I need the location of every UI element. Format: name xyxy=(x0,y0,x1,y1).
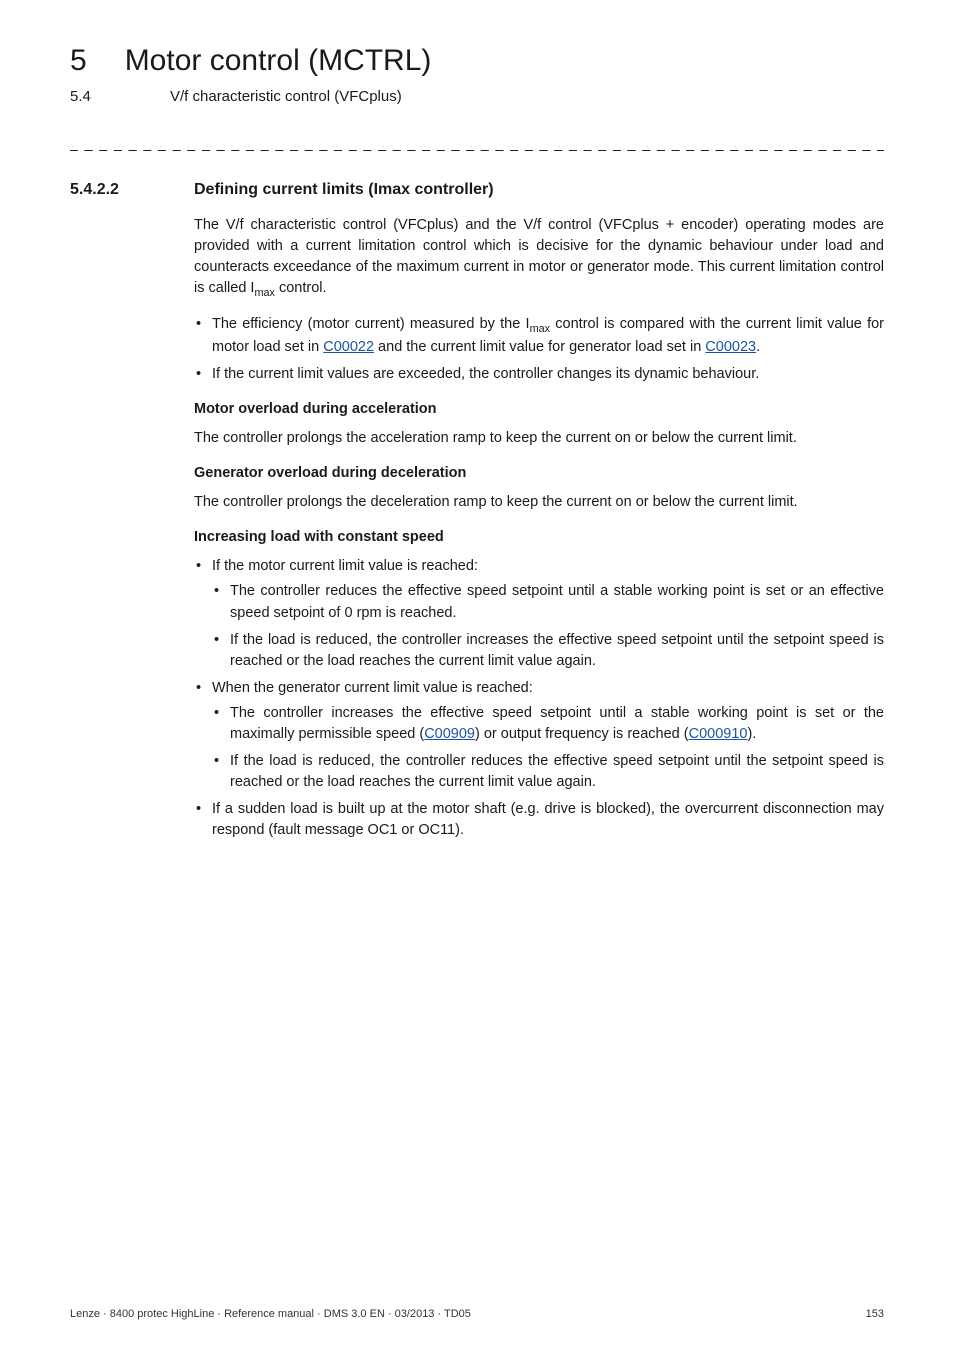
subsection-number: 5.4.2.2 xyxy=(70,181,170,199)
body-content: The V/f characteristic control (VFCplus)… xyxy=(194,215,884,841)
text: control. xyxy=(275,280,327,296)
bullet-list: If the motor current limit value is reac… xyxy=(194,556,884,840)
heading-increasing-load: Increasing load with constant speed xyxy=(194,527,884,548)
subscript: max xyxy=(530,323,551,335)
separator-dashes: _ _ _ _ _ _ _ _ _ _ _ _ _ _ _ _ _ _ _ _ … xyxy=(70,135,884,151)
sub-bullet-list: The controller reduces the effective spe… xyxy=(212,581,884,671)
section-number: 5.4 xyxy=(70,88,132,105)
list-item: The controller increases the effective s… xyxy=(212,703,884,745)
link-c00023[interactable]: C00023 xyxy=(705,339,756,355)
text: and the current limit value for generato… xyxy=(374,339,705,355)
list-item: If the load is reduced, the controller r… xyxy=(212,751,884,793)
text: . xyxy=(756,339,760,355)
list-item: When the generator current limit value i… xyxy=(194,678,884,793)
list-item: The efficiency (motor current) measured … xyxy=(194,314,884,359)
bullet-list: The efficiency (motor current) measured … xyxy=(194,314,884,386)
text: The efficiency (motor current) measured … xyxy=(212,316,530,332)
section-title: V/f characteristic control (VFCplus) xyxy=(170,88,402,105)
heading-motor-overload: Motor overload during acceleration xyxy=(194,399,884,420)
heading-generator-overload: Generator overload during deceleration xyxy=(194,463,884,484)
link-c00022[interactable]: C00022 xyxy=(323,339,374,355)
text: If the motor current limit value is reac… xyxy=(212,558,478,574)
list-item: If the motor current limit value is reac… xyxy=(194,556,884,671)
paragraph: The controller prolongs the acceleration… xyxy=(194,428,884,449)
page: 5 Motor control (MCTRL) 5.4 V/f characte… xyxy=(0,0,954,1350)
list-item: If the load is reduced, the controller i… xyxy=(212,630,884,672)
text: When the generator current limit value i… xyxy=(212,680,533,696)
chapter-header: 5 Motor control (MCTRL) xyxy=(70,44,884,78)
footer-page-number: 153 xyxy=(866,1308,884,1320)
subsection-title: Defining current limits (Imax controller… xyxy=(194,181,494,199)
chapter-title: Motor control (MCTRL) xyxy=(125,44,432,78)
subscript: max xyxy=(254,287,275,299)
link-c000910[interactable]: C000910 xyxy=(689,726,748,742)
text: ) or output frequency is reached ( xyxy=(475,726,689,742)
paragraph: The controller prolongs the deceleration… xyxy=(194,492,884,513)
chapter-number: 5 xyxy=(70,44,87,78)
link-c00909[interactable]: C00909 xyxy=(424,726,475,742)
section-header: 5.4 V/f characteristic control (VFCplus) xyxy=(70,88,884,105)
list-item: The controller reduces the effective spe… xyxy=(212,581,884,623)
subsection-header: 5.4.2.2 Defining current limits (Imax co… xyxy=(70,181,884,199)
text: ). xyxy=(747,726,756,742)
list-item: If a sudden load is built up at the moto… xyxy=(194,799,884,841)
sub-bullet-list: The controller increases the effective s… xyxy=(212,703,884,793)
footer-left: Lenze · 8400 protec HighLine · Reference… xyxy=(70,1308,471,1320)
list-item: If the current limit values are exceeded… xyxy=(194,364,884,385)
page-footer: Lenze · 8400 protec HighLine · Reference… xyxy=(70,1308,884,1320)
intro-paragraph: The V/f characteristic control (VFCplus)… xyxy=(194,215,884,302)
